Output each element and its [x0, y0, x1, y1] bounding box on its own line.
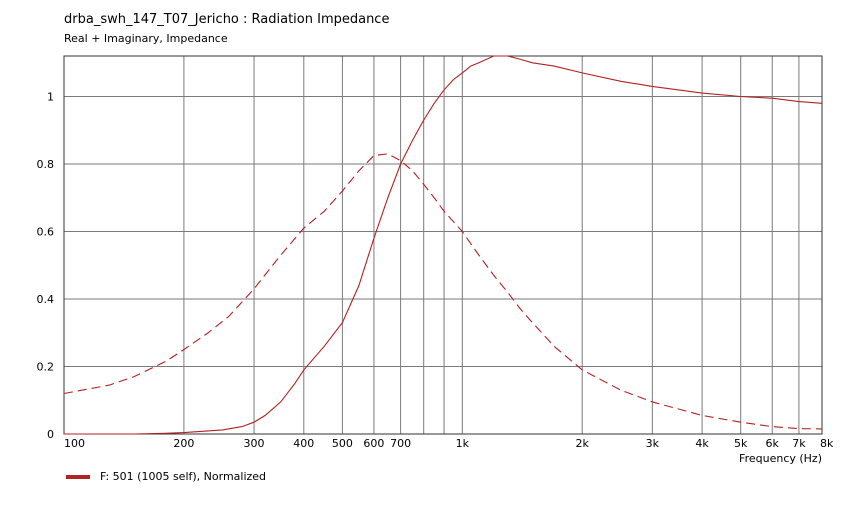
- y-tick-label: 0.6: [37, 226, 55, 239]
- x-tick-label: 300: [244, 437, 265, 450]
- legend-swatch: [66, 474, 90, 479]
- x-axis-label: Frequency (Hz): [739, 452, 822, 465]
- x-tick-label: 2k: [576, 437, 590, 450]
- y-tick-label: 0.2: [37, 361, 55, 374]
- chart-subtitle: Real + Imaginary, Impedance: [64, 32, 228, 45]
- x-tick-label: 200: [173, 437, 194, 450]
- y-tick-label: 0: [47, 428, 54, 441]
- legend-label: F: 501 (1005 self), Normalized: [100, 470, 267, 483]
- legend: F: 501 (1005 self), Normalized: [66, 470, 266, 483]
- chart-title: drba_swh_147_T07_Jericho : Radiation Imp…: [64, 12, 390, 27]
- x-tick-label: 500: [332, 437, 353, 450]
- y-tick-label: 1: [47, 91, 54, 104]
- tick-labels: 100 200 300 400 500 600 700 1k 2k 3k 4k 5k 6k 7k 8k 0 0.…: [37, 91, 834, 451]
- x-tick-label: 6k: [766, 437, 780, 450]
- x-tick-label: 5k: [734, 437, 748, 450]
- x-tick-label: 7k: [792, 437, 806, 450]
- x-tick-label: 1k: [456, 437, 470, 450]
- x-tick-label: 700: [390, 437, 411, 450]
- x-tick-label: 8k: [820, 437, 834, 450]
- plot-frame: [63, 55, 823, 435]
- series-line-solid: [64, 55, 823, 435]
- y-tick-label: 0.4: [37, 293, 55, 306]
- y-tick-label: 0.8: [37, 158, 55, 171]
- x-tick-label: 400: [293, 437, 314, 450]
- x-tick-label: 3k: [646, 437, 660, 450]
- x-tick-label: 4k: [695, 437, 709, 450]
- grid: [64, 56, 822, 434]
- x-tick-label: 600: [363, 437, 384, 450]
- series-layer: [63, 55, 823, 435]
- series-line-dashed: [63, 153, 823, 430]
- x-tick-label: 100: [64, 437, 85, 450]
